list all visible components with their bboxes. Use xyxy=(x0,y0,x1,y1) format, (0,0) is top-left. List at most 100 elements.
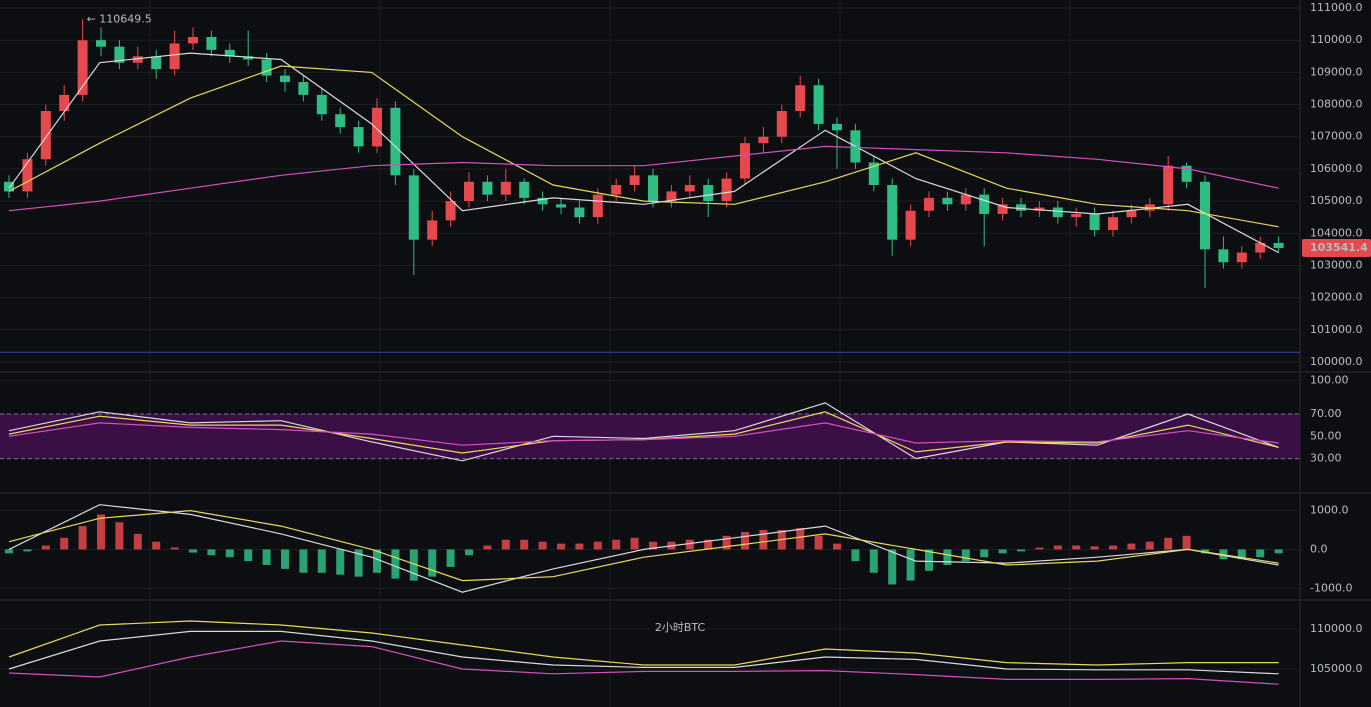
candle-body xyxy=(353,127,364,147)
candle-body xyxy=(390,107,401,176)
candle-body xyxy=(1126,210,1137,218)
macd-bar xyxy=(1109,545,1117,550)
y-tick-label: 106000.0 xyxy=(1310,162,1363,175)
macd-bar xyxy=(78,526,87,550)
candle-body xyxy=(132,56,143,63)
macd-bar xyxy=(1090,546,1099,550)
y-tick-label: 30.00 xyxy=(1310,452,1342,465)
macd-bar xyxy=(869,549,878,573)
candle-body xyxy=(666,191,677,202)
candle-body xyxy=(408,175,419,240)
macd-bar xyxy=(336,549,345,575)
candle-body xyxy=(261,59,272,76)
candle-body xyxy=(519,181,530,198)
macd-bar xyxy=(1164,537,1173,550)
macd-bar xyxy=(1017,549,1025,552)
indicator-line xyxy=(8,145,1279,212)
macd-bar xyxy=(833,543,841,550)
candle-body xyxy=(1108,217,1118,231)
candle-body xyxy=(905,210,916,240)
macd-bar xyxy=(1182,535,1191,550)
candle-body xyxy=(1016,204,1026,211)
candle-body xyxy=(335,114,346,128)
candle-body xyxy=(96,40,106,47)
macd-bar xyxy=(41,545,50,550)
last-price-label: 103541.4 xyxy=(1310,241,1368,254)
candle-body xyxy=(316,94,327,115)
y-tick-label: 109000.0 xyxy=(1310,65,1363,78)
candle-body xyxy=(795,85,806,111)
macd-bar xyxy=(649,541,657,550)
candle-body xyxy=(813,85,824,124)
y-tick-label: -1000.0 xyxy=(1310,581,1352,594)
candle-body xyxy=(4,181,14,192)
macd-bar xyxy=(225,549,234,558)
macd-bar xyxy=(961,549,970,562)
macd-bar xyxy=(1053,545,1062,550)
y-tick-label: 111000.0 xyxy=(1310,1,1363,14)
y-tick-label: 102000.0 xyxy=(1310,291,1363,304)
indicator-line xyxy=(8,504,1279,593)
candle-body xyxy=(684,185,695,192)
macd-bar xyxy=(1274,549,1283,554)
y-tick-label: 110000.0 xyxy=(1310,33,1363,46)
macd-bar xyxy=(409,549,418,581)
candle-body xyxy=(1236,252,1247,263)
y-tick-label: 107000.0 xyxy=(1310,130,1363,143)
last-price-tag xyxy=(1302,239,1371,258)
candle-body xyxy=(1181,165,1192,182)
macd-bar xyxy=(501,539,510,550)
candle-body xyxy=(1034,207,1045,211)
candle-body xyxy=(1052,207,1063,218)
y-tick-label: 105000.0 xyxy=(1310,662,1363,675)
candle-body xyxy=(611,185,622,195)
candle-body xyxy=(40,111,51,160)
candle-body xyxy=(22,159,33,192)
candle-body xyxy=(151,56,162,70)
macd-bar xyxy=(704,539,713,550)
y-tick-label: 104000.0 xyxy=(1310,226,1363,239)
chart-title: 2小时BTC xyxy=(655,621,706,634)
indicator-line xyxy=(8,422,1279,446)
macd-bar xyxy=(1035,547,1044,550)
indicator-line xyxy=(8,630,1279,675)
candle-body xyxy=(1200,181,1210,250)
candle-body xyxy=(224,49,235,57)
macd-bar xyxy=(133,533,142,550)
macd-bar xyxy=(796,528,805,550)
y-tick-label: 108000.0 xyxy=(1310,98,1363,111)
y-tick-label: 103000.0 xyxy=(1310,258,1363,271)
candle-body xyxy=(942,197,953,205)
candle-body xyxy=(574,207,585,218)
macd-bar xyxy=(593,541,602,550)
macd-bar xyxy=(23,549,32,552)
indicator-line xyxy=(8,402,1279,462)
candle-body xyxy=(169,43,180,70)
candle-body xyxy=(832,123,842,131)
candle-body xyxy=(721,178,732,202)
candle-body xyxy=(887,185,898,240)
macd-bar xyxy=(446,549,455,567)
high-annotation: ← 110649.5 xyxy=(87,12,152,25)
macd-bar xyxy=(1145,541,1154,550)
macd-bar xyxy=(520,539,529,550)
candle-body xyxy=(1255,242,1266,253)
y-tick-label: 1000.0 xyxy=(1310,504,1349,517)
macd-bar xyxy=(60,537,69,550)
candle-body xyxy=(648,175,658,202)
macd-bar xyxy=(980,549,989,558)
macd-bar xyxy=(612,539,621,550)
macd-bar xyxy=(428,549,437,577)
candle-body xyxy=(740,143,750,179)
candle-body xyxy=(960,194,971,205)
candle-body xyxy=(924,197,934,211)
macd-bar xyxy=(925,549,933,571)
indicator-line xyxy=(8,52,1279,254)
macd-bar xyxy=(244,549,253,562)
candle-body xyxy=(979,194,990,214)
macd-bar xyxy=(998,549,1007,554)
candle-body xyxy=(868,162,879,185)
macd-bar xyxy=(906,549,915,581)
candle-body xyxy=(500,181,511,195)
